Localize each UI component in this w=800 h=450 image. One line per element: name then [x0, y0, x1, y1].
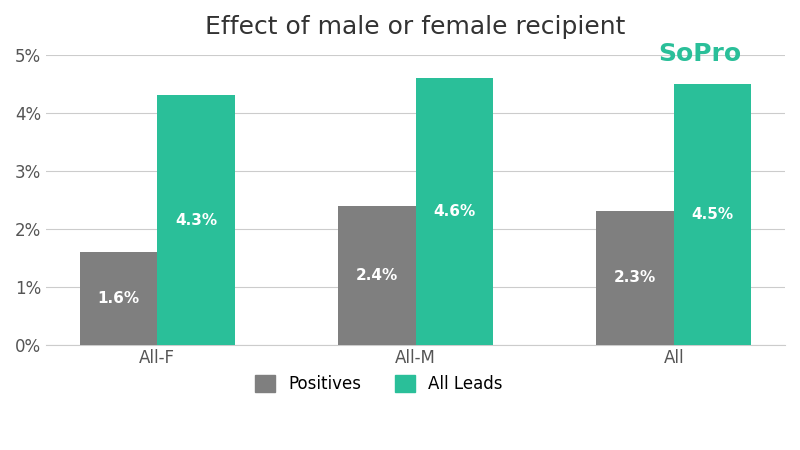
Text: 4.6%: 4.6% [433, 204, 475, 219]
Bar [597, 212, 674, 345]
Text: 1.6%: 1.6% [98, 291, 139, 306]
Text: SoPro: SoPro [658, 42, 742, 66]
Text: 4.5%: 4.5% [691, 207, 734, 222]
Legend: Positives, All Leads: Positives, All Leads [248, 369, 509, 400]
Bar [338, 206, 415, 345]
Text: 2.4%: 2.4% [356, 268, 398, 283]
Text: 4.3%: 4.3% [175, 212, 217, 228]
Text: 2.3%: 2.3% [614, 270, 656, 285]
Bar [158, 95, 234, 345]
Bar [80, 252, 158, 345]
Bar [415, 78, 493, 345]
Title: Effect of male or female recipient: Effect of male or female recipient [206, 15, 626, 39]
Bar [674, 84, 751, 345]
